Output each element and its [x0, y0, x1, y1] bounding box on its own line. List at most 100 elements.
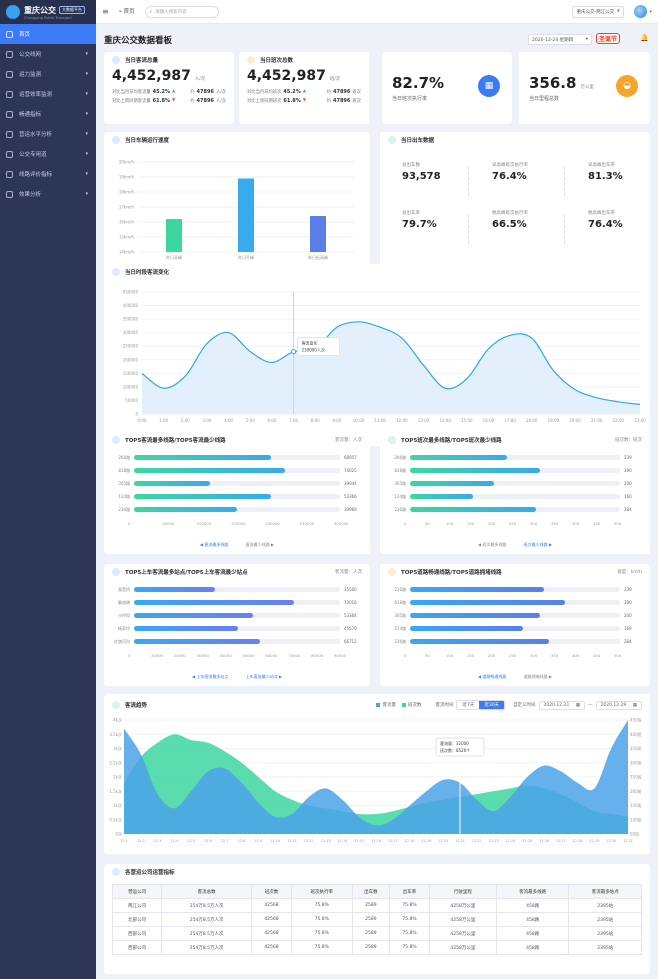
- dispatch-stat-label: 早高峰出车率: [588, 163, 615, 168]
- x-tick-label: 200000: [265, 521, 280, 526]
- legend-passengers[interactable]: 客流量: [382, 703, 396, 708]
- hbar-track: [134, 626, 340, 631]
- hbar-row[interactable]: 266路 239: [388, 454, 644, 461]
- top-lines-title: TOP5客流最多线路/TOP5客流最少线路: [125, 438, 226, 444]
- y-right-tick-label: 250班: [630, 774, 642, 780]
- hbar-row[interactable]: 216路 239: [388, 586, 644, 593]
- hbar-fill: [410, 481, 494, 486]
- hbar-row[interactable]: 305路 200: [388, 480, 644, 487]
- hbar-fill: [134, 639, 260, 644]
- chevron-down-icon[interactable]: ▾: [649, 8, 652, 15]
- x-tick-label: 12-30: [606, 839, 616, 843]
- divider: [564, 214, 565, 244]
- toggle-7-days[interactable]: 近7天: [462, 703, 475, 708]
- toggle-30-days[interactable]: 近30天: [479, 701, 505, 709]
- compare-unit: 班次: [352, 89, 361, 95]
- hbar-row[interactable]: 818路 390: [388, 467, 644, 474]
- sidebar-item-8[interactable]: 效果分析 ▾: [0, 184, 96, 204]
- speed-panel-header: 当日车辆运行速度: [104, 132, 370, 148]
- top-trips-link-most[interactable]: ◀ 班次最多线路: [478, 542, 507, 547]
- table-cell: 75.8%: [290, 912, 353, 927]
- hbar-row[interactable]: 124路 169: [388, 625, 644, 632]
- top-stations-link-most[interactable]: ◀ 上车客流最多站点: [192, 674, 229, 679]
- hbar-row[interactable]: 124路 53366: [112, 493, 364, 500]
- hbar-row[interactable]: 解放碑 70016: [112, 599, 364, 606]
- x-tick-label: 0:00: [138, 418, 147, 423]
- range-start-input[interactable]: 2020.12.21 ▦: [538, 700, 586, 710]
- nav-icon: [6, 90, 13, 98]
- hbar-row[interactable]: 818路 74025: [112, 467, 364, 474]
- compare-amount: 47896: [196, 88, 214, 95]
- table-row[interactable]: 西部公司 254万8.5万人次 42568 75.8% 2589 75.8% 4258万公里…: [111, 940, 642, 955]
- sidebar-item-label: 运力监测: [19, 72, 42, 78]
- nav-icon: [6, 190, 13, 198]
- hbar-row[interactable]: 杨家坪 45570: [112, 625, 364, 632]
- x-tick-label: 0: [404, 653, 407, 658]
- hbar-row[interactable]: 236路 39969: [112, 506, 364, 513]
- hbar-row[interactable]: 124路 160: [388, 493, 644, 500]
- hbar-value: 284: [624, 639, 632, 644]
- top-lines-link-least[interactable]: 客流最少线路 ▶: [245, 542, 274, 547]
- hbar-row[interactable]: 305路 200: [388, 612, 644, 619]
- nav-icon: [6, 50, 13, 58]
- table-cell: 2589: [351, 898, 391, 913]
- legend-trips[interactable]: 班次数: [407, 703, 422, 708]
- hbar-value: 74025: [344, 468, 357, 473]
- dispatch-stat-value: 66.5%: [492, 219, 527, 230]
- top-trips-link-least[interactable]: 班次最少线路 ▶: [523, 542, 552, 547]
- table-cell: 458路: [495, 940, 570, 955]
- logo[interactable]: 重庆公交 大数据平台 Chongqing Public Transport: [0, 0, 96, 24]
- hbar-row[interactable]: 沙坪坝 53364: [112, 612, 364, 619]
- hover-point[interactable]: [290, 348, 297, 355]
- speed-bar[interactable]: [310, 216, 326, 252]
- sidebar-item-0[interactable]: 首页: [0, 24, 96, 44]
- sidebar-item-7[interactable]: 线路评价指标 ▾: [0, 164, 96, 184]
- top-stations-link-least[interactable]: 上车客流最少站点 ▶: [245, 674, 282, 679]
- range-end-input[interactable]: 2020.12.29 ▦: [595, 700, 642, 710]
- sidebar-item-2[interactable]: 运力监测 ▾: [0, 64, 96, 84]
- sidebar-item-6[interactable]: 公交专用道 ▾: [0, 144, 96, 164]
- company-select[interactable]: 重庆公交-两江公交 ▾: [571, 5, 625, 18]
- sidebar-item-4[interactable]: 畅通指标 ▾: [0, 104, 96, 124]
- avatar[interactable]: [634, 5, 648, 18]
- hbar-label: 818路: [394, 468, 406, 473]
- hbar-row[interactable]: 236路 284: [388, 506, 644, 513]
- top-speed-link-least[interactable]: 道路拥堵线路 ▶: [523, 674, 552, 679]
- x-tick-label: 12-22: [472, 839, 482, 843]
- compare-amount: 47896: [333, 97, 351, 104]
- dispatch-stat-label: 晚高峰出车率: [588, 211, 615, 216]
- hbar-row[interactable]: 236路 284: [388, 638, 644, 645]
- hbar-row[interactable]: 红旗河沟 66712: [112, 638, 364, 645]
- sidebar-item-1[interactable]: 公交线网 ▾: [0, 44, 96, 64]
- hbar-row[interactable]: 305路 39944: [112, 480, 364, 487]
- hbar-row[interactable]: 818路 390: [388, 599, 644, 606]
- date-picker[interactable]: 2020-12-24 星期四 ▾: [528, 34, 592, 45]
- dispatch-panel-title: 当日出车数据: [401, 138, 435, 144]
- bell-icon[interactable]: 🔔: [640, 34, 649, 42]
- sidebar-item-3[interactable]: 运营效率监测 ▾: [0, 84, 96, 104]
- hourly-area: [142, 321, 640, 414]
- sidebar-item-5[interactable]: 营运水平分析 ▾: [0, 124, 96, 144]
- menu-toggle-icon[interactable]: ≡: [102, 7, 109, 16]
- hbar-track: [134, 507, 340, 512]
- table-row[interactable]: 两江公司 254万8.5万人次 42568 75.8% 2589 75.8% 4258万公里…: [111, 898, 642, 913]
- compare-label: 对比上周同期班次: [247, 98, 282, 104]
- home-breadcrumb[interactable]: ⌖ 首页: [119, 7, 135, 16]
- hbar-row[interactable]: 观音桥 35500: [112, 586, 364, 593]
- top-speed-link-most[interactable]: ◀ 道路畅通线路: [478, 674, 507, 679]
- hbar-row[interactable]: 266路 68957: [112, 454, 364, 461]
- table-row[interactable]: 北部公司 254万8.5万人次 42568 75.8% 2589 75.8% 4258万公里…: [111, 912, 642, 927]
- x-tick-label: 200: [488, 653, 496, 658]
- top-lines-link-most[interactable]: ◀ 客流最多线路: [200, 542, 229, 547]
- top-trips-header: TOP5班次最多线路/TOP5班次最少线路 班次数：班次: [380, 432, 650, 448]
- divider: [468, 166, 469, 196]
- x-tick-label: 500: [614, 521, 622, 526]
- hbar-value: 169: [624, 626, 632, 631]
- speed-bar[interactable]: [166, 219, 182, 252]
- table-cell: 254万8.5万人次: [161, 940, 253, 955]
- calendar-icon: ▦: [478, 75, 500, 97]
- search-input[interactable]: ⌕ 请输入搜索内容: [144, 5, 219, 18]
- sidebar-item-label: 效果分析: [19, 192, 42, 198]
- speed-bar[interactable]: [238, 178, 254, 253]
- table-row[interactable]: 西部公司 254万8.5万人次 42568 75.8% 2589 75.8% 4258万公里…: [111, 926, 642, 941]
